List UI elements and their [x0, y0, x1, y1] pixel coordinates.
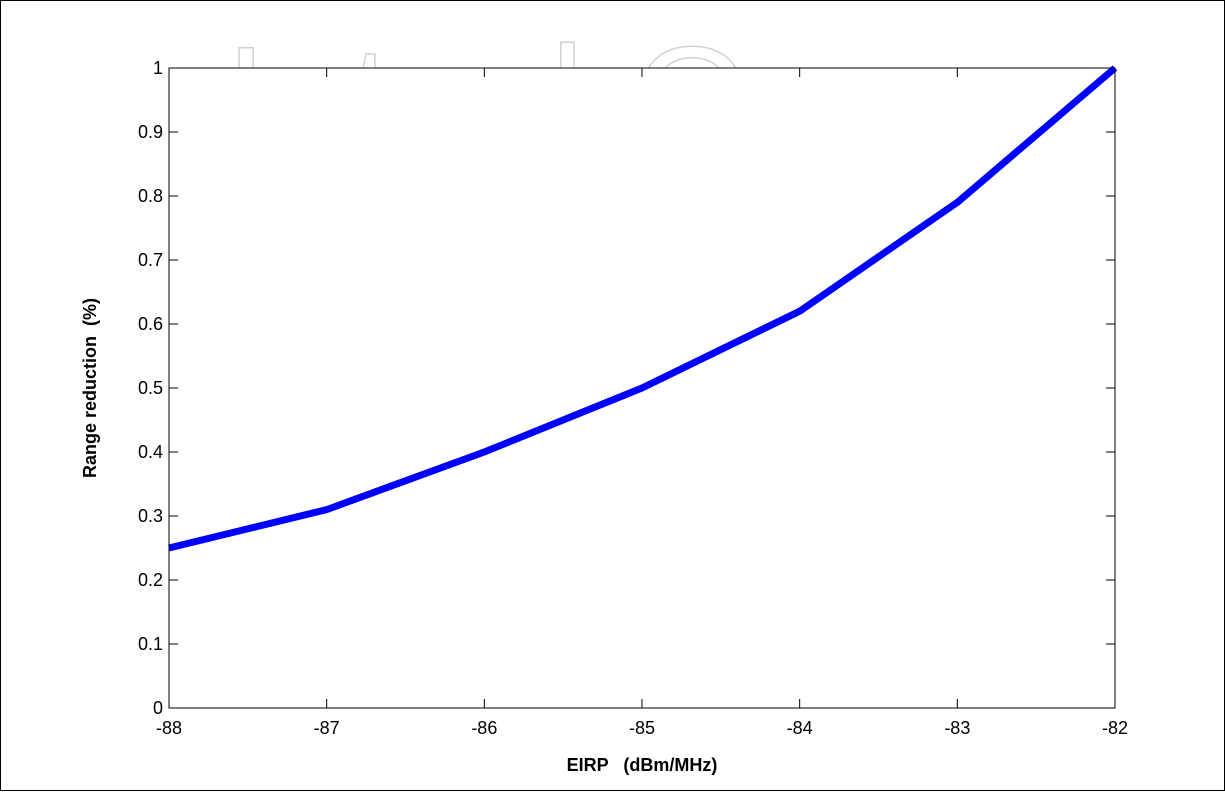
x-tick-label: -84 [787, 718, 813, 738]
y-tick-label: 0.1 [138, 634, 163, 654]
x-tick-label: -86 [471, 718, 497, 738]
y-tick-label: 0.4 [138, 442, 163, 462]
x-tick-label: -88 [156, 718, 182, 738]
y-tick-label: 0.9 [138, 122, 163, 142]
x-tick-label: -87 [314, 718, 340, 738]
x-tick-label: -82 [1102, 718, 1128, 738]
y-axis-title: Range reduction (%) [80, 298, 100, 478]
y-tick-label: 0 [153, 698, 163, 718]
y-tick-label: 0.6 [138, 314, 163, 334]
y-tick-label: 0.5 [138, 378, 163, 398]
y-tick-label: 0.8 [138, 186, 163, 206]
x-tick-labels: -88 -87 -86 -85 -84 -83 -82 [156, 718, 1128, 738]
y-tick-label: 0.3 [138, 506, 163, 526]
x-axis-title: EIRP (dBm/MHz) [567, 755, 718, 775]
y-tick-labels: 0 0.1 0.2 0.3 0.4 0.5 0.6 0.7 0.8 0.9 1 [138, 58, 163, 718]
x-tick-label: -83 [944, 718, 970, 738]
y-tick-label: 0.2 [138, 570, 163, 590]
x-tick-label: -85 [629, 718, 655, 738]
y-tick-label: 1 [153, 58, 163, 78]
y-tick-label: 0.7 [138, 250, 163, 270]
